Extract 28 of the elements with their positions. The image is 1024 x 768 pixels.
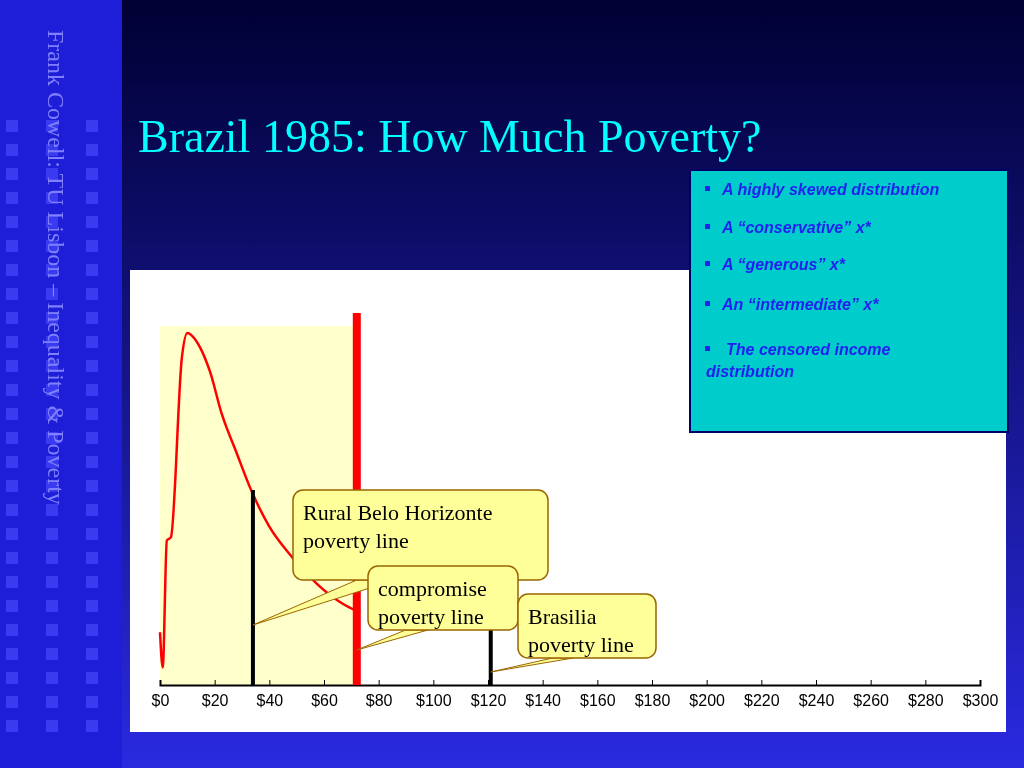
x-tick-label: $260 <box>853 692 890 710</box>
x-tick-label: $80 <box>365 692 393 710</box>
x-tick-label: $0 <box>151 692 170 710</box>
text: A highly skewed distribution <box>721 181 940 198</box>
x-tick-label: $300 <box>962 692 999 710</box>
x-tick-label: $20 <box>201 692 229 710</box>
callout: Brasilia poverty line <box>490 593 657 673</box>
x-tick-label: $40 <box>256 692 284 710</box>
x-tick-label: $280 <box>908 692 944 710</box>
x-tick-label: $160 <box>580 692 616 710</box>
x-tick-label: $180 <box>634 692 671 710</box>
x-tick-label: $140 <box>525 692 562 710</box>
x-tick-label: $200 <box>689 692 726 710</box>
ref-line-label: compromise poverty line <box>378 576 487 629</box>
x-tick-label: $240 <box>798 692 835 710</box>
ref-line-label: Rural Belo Horizonte poverty line <box>303 500 493 553</box>
x-tick-label: $60 <box>311 692 338 710</box>
callout: compromise poverty line <box>356 565 519 651</box>
x-tick-label: $120 <box>470 692 507 710</box>
text: A “generous” x* <box>721 256 846 273</box>
x-tick-label: $100 <box>416 692 452 710</box>
annotation: The censored income distribution <box>706 341 891 380</box>
x-tick-label: $220 <box>744 692 780 710</box>
ref-line-label: Brasilia poverty line <box>528 604 634 657</box>
text: Frank Cowell: TU Lisbon – Inequality & Poverty <box>43 30 69 505</box>
chart-title: Brazil 1985: How Much Poverty? <box>138 111 762 162</box>
text: A “conservative” x* <box>721 219 872 236</box>
text: An “intermediate” x* <box>721 296 880 313</box>
